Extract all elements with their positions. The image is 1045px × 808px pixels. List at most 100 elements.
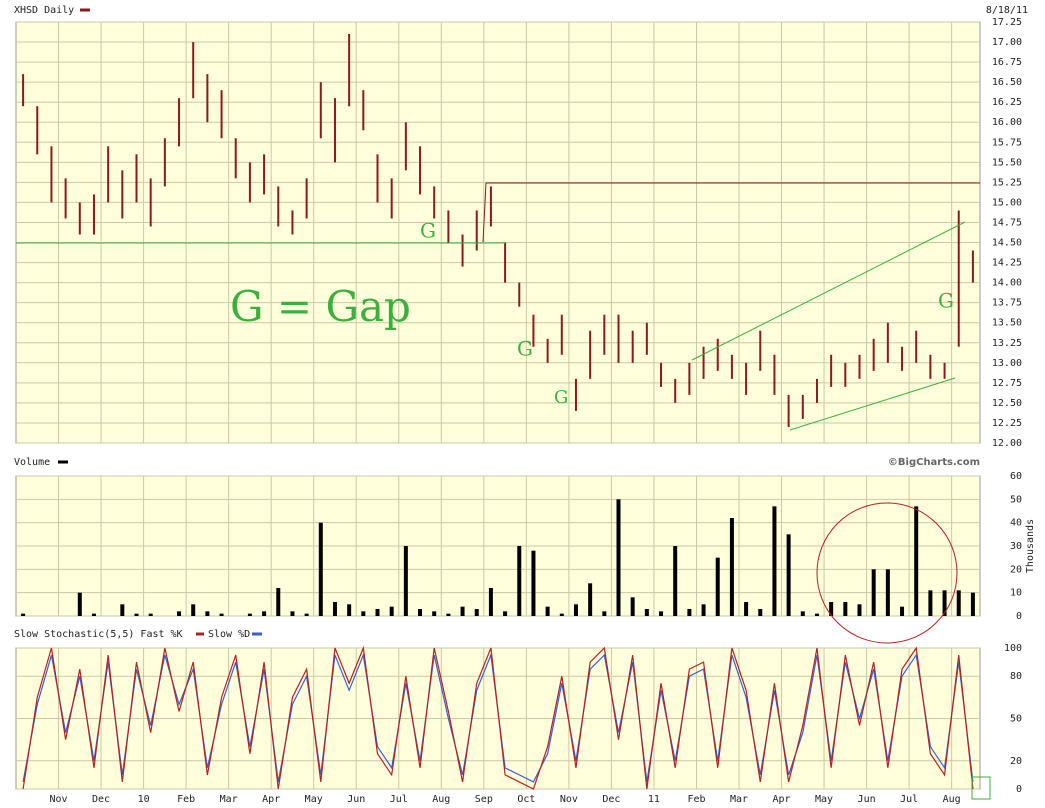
x-tick-label: May: [815, 794, 833, 805]
x-tick-label: Nov: [560, 794, 578, 805]
y-tick-label: 12.50: [992, 398, 1022, 409]
volume-bar: [630, 597, 635, 616]
annotation: G = Gap: [230, 282, 411, 331]
chart-title: XHSD Daily: [14, 5, 74, 16]
annotation: G: [517, 337, 533, 361]
volume-bar: [687, 609, 692, 616]
highlight-box: [971, 776, 991, 800]
y-tick-label: 16.25: [992, 97, 1022, 108]
y-axis-label: Thousands: [1025, 519, 1036, 573]
volume-bar: [290, 611, 295, 616]
volume-bar: [418, 609, 423, 616]
x-tick-label: Mar: [730, 794, 748, 805]
volume-bar: [800, 611, 805, 616]
y-tick-label: 30: [1010, 541, 1022, 552]
price-panel: [15, 21, 981, 444]
x-tick-label: Aug: [943, 794, 961, 805]
volume-bar: [559, 613, 564, 616]
volume-bar: [616, 499, 621, 616]
volume-bar: [432, 611, 437, 616]
stoch-line: [22, 645, 974, 790]
stoch-title: Slow Stochastic(5,5) Fast %K: [14, 629, 183, 640]
volume-bar: [191, 604, 196, 616]
x-tick-label: Aug: [432, 794, 450, 805]
volume-bar: [885, 569, 890, 616]
y-tick-label: 16.75: [992, 57, 1022, 68]
volume-bar: [120, 604, 125, 616]
volume-bar: [205, 611, 210, 616]
volume-bar: [148, 613, 153, 616]
volume-bar: [177, 611, 182, 616]
volume-bar: [659, 611, 664, 616]
volume-bar: [247, 613, 252, 616]
x-tick-label: Jun: [347, 794, 365, 805]
y-tick-label: 12.25: [992, 418, 1022, 429]
y-tick-label: 13.75: [992, 298, 1022, 309]
y-tick-label: 17.25: [992, 17, 1022, 28]
volume-bar: [276, 588, 281, 616]
y-tick-label: 40: [1010, 518, 1022, 529]
y-tick-label: 16.00: [992, 117, 1022, 128]
y-tick-label: 20: [1010, 756, 1022, 767]
annotation: G: [938, 289, 954, 313]
volume-bar: [91, 613, 96, 616]
volume-bar: [262, 611, 267, 616]
volume-bar: [219, 613, 224, 616]
legend-label: Slow %D: [208, 629, 250, 640]
volume-bar: [900, 606, 905, 616]
volume-bar: [347, 604, 352, 616]
volume-bar: [545, 606, 550, 616]
x-tick-label: Oct: [517, 794, 535, 805]
volume-bar: [786, 534, 791, 616]
x-tick-label: Apr: [262, 794, 280, 805]
y-tick-label: 14.50: [992, 238, 1022, 249]
y-tick-label: 15.25: [992, 177, 1022, 188]
volume-bar: [928, 590, 933, 616]
x-tick-label: Dec: [92, 794, 110, 805]
volume-bar: [942, 590, 947, 616]
y-tick-label: 60: [1010, 471, 1022, 482]
date: 8/18/11: [986, 5, 1028, 16]
volume-bar: [77, 592, 82, 616]
volume-bar: [673, 546, 678, 616]
volume-bar: [389, 606, 394, 616]
trend-line: [789, 377, 956, 431]
x-tick-label: Jul: [390, 794, 408, 805]
volume-bar: [531, 550, 536, 616]
volume-bar: [602, 611, 607, 616]
volume-bar: [914, 506, 919, 616]
y-tick-label: 13.50: [992, 318, 1022, 329]
volume-bar: [970, 592, 975, 616]
x-tick-label: Apr: [772, 794, 790, 805]
y-tick-label: 15.50: [992, 157, 1022, 168]
y-tick-label: 15.00: [992, 197, 1022, 208]
y-tick-label: 50: [1010, 714, 1022, 725]
y-tick-label: 14.25: [992, 258, 1022, 269]
volume-bar: [446, 613, 451, 616]
x-tick-label: 11: [648, 794, 660, 805]
volume-bar: [871, 569, 876, 616]
annotation: G: [420, 219, 436, 243]
y-tick-label: 17.00: [992, 37, 1022, 48]
y-tick-label: 100: [1004, 643, 1022, 654]
x-tick-label: Mar: [220, 794, 238, 805]
volume-bar: [843, 602, 848, 616]
y-tick-label: 0: [1016, 611, 1022, 622]
y-tick-label: 80: [1010, 671, 1022, 682]
volume-bar: [134, 613, 139, 616]
x-tick-label: Feb: [177, 794, 195, 805]
volume-bar: [573, 604, 578, 616]
volume-bar: [375, 609, 380, 616]
volume-bar: [403, 546, 408, 616]
volume-bar: [474, 609, 479, 616]
volume-bar: [729, 518, 734, 616]
y-tick-label: 16.50: [992, 77, 1022, 88]
volume-bar: [644, 609, 649, 616]
volume-bar: [332, 602, 337, 616]
volume-bar: [715, 557, 720, 616]
x-tick-label: Nov: [49, 794, 67, 805]
y-tick-label: 12.00: [992, 438, 1022, 449]
y-tick-label: 12.75: [992, 378, 1022, 389]
marks: [21, 34, 975, 790]
